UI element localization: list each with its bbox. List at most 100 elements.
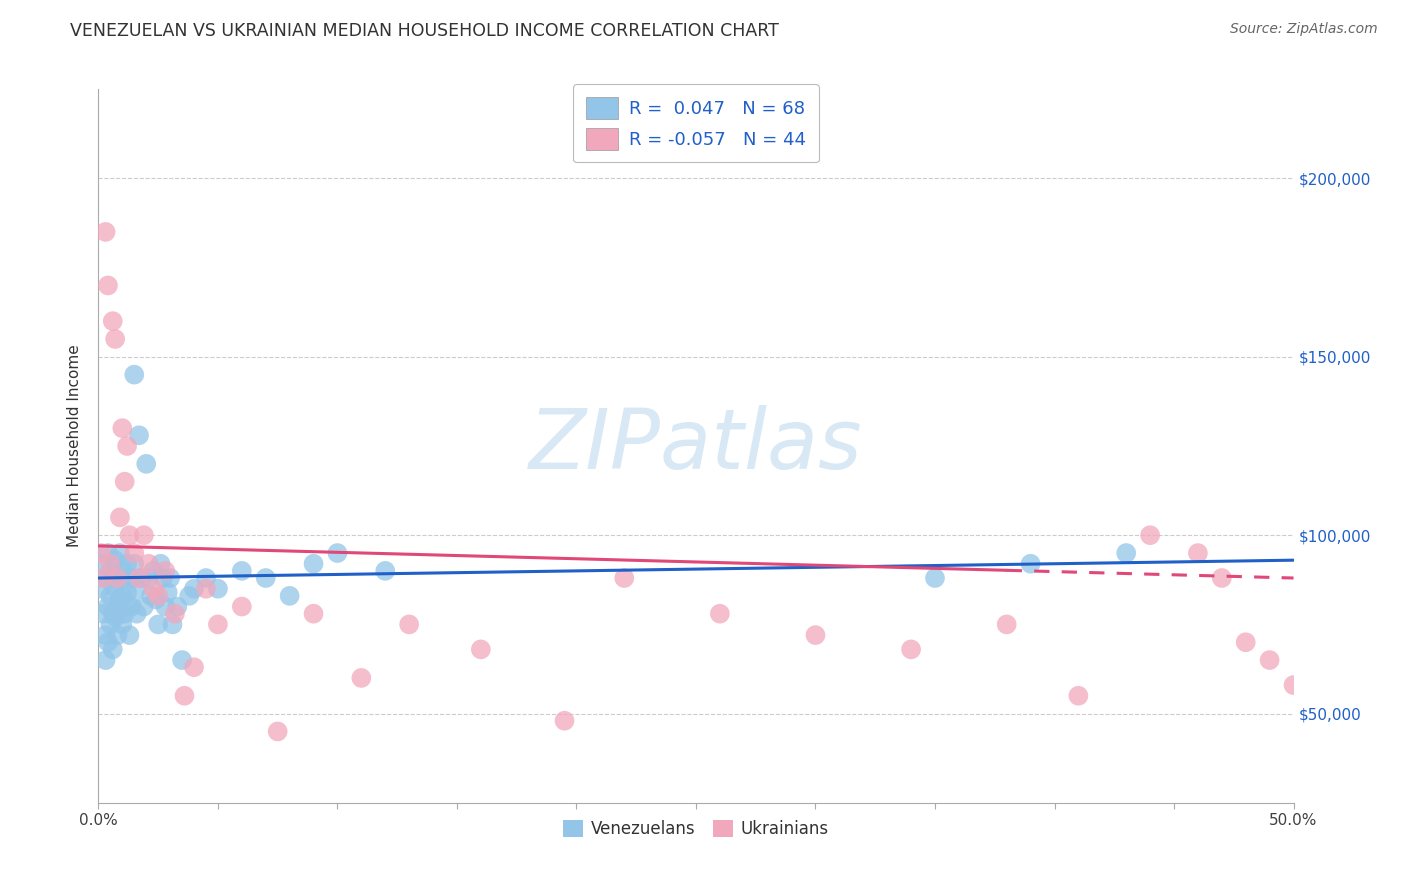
Point (128, 571, 150, 585)
Point (398, 617, 420, 632)
Point (613, 571, 636, 585)
Legend: Venezuelans, Ukrainians: Venezuelans, Ukrainians (557, 813, 835, 845)
Point (98, 589, 122, 603)
Point (138, 571, 160, 585)
Point (132, 599, 155, 614)
Point (1282, 678, 1305, 692)
Point (94, 628, 117, 642)
Point (1115, 546, 1137, 560)
Point (94, 225, 117, 239)
Point (90, 546, 112, 560)
Point (231, 564, 253, 578)
Point (111, 564, 134, 578)
Point (924, 571, 946, 585)
Y-axis label: Median Household Income: Median Household Income (67, 344, 83, 548)
Point (125, 582, 148, 596)
Text: Source: ZipAtlas.com: Source: ZipAtlas.com (1230, 22, 1378, 37)
Point (173, 689, 195, 703)
Point (108, 592, 131, 607)
Point (900, 642, 922, 657)
Point (124, 546, 146, 560)
Point (155, 599, 177, 614)
Point (115, 585, 138, 599)
Point (104, 553, 127, 567)
Point (115, 557, 138, 571)
Point (152, 571, 174, 585)
Point (1258, 653, 1281, 667)
Point (128, 428, 150, 442)
Point (166, 599, 188, 614)
Point (302, 607, 325, 621)
Point (124, 557, 146, 571)
Point (302, 557, 325, 571)
Point (118, 599, 141, 614)
Point (374, 564, 396, 578)
Point (326, 546, 349, 560)
Point (1211, 571, 1233, 585)
Point (195, 582, 218, 596)
Point (155, 564, 177, 578)
Point (114, 607, 136, 621)
Point (138, 557, 160, 571)
Point (121, 599, 143, 614)
Point (267, 724, 290, 739)
Point (94, 653, 117, 667)
Point (1187, 546, 1209, 560)
Point (118, 528, 141, 542)
Point (231, 599, 253, 614)
Point (111, 617, 134, 632)
Point (470, 642, 492, 657)
Point (101, 571, 124, 585)
Point (1234, 635, 1257, 649)
Point (554, 714, 576, 728)
Point (98, 557, 122, 571)
Point (97, 599, 120, 614)
Point (179, 589, 201, 603)
Point (91, 607, 114, 621)
Point (1019, 557, 1042, 571)
Point (101, 607, 124, 621)
Point (162, 617, 184, 632)
Point (995, 617, 1018, 632)
Point (97, 635, 120, 649)
Point (135, 457, 157, 471)
Point (148, 589, 170, 603)
Point (139, 589, 162, 603)
Point (97, 546, 120, 560)
Point (195, 571, 218, 585)
Point (101, 314, 124, 328)
Point (207, 582, 229, 596)
Point (125, 607, 148, 621)
Point (97, 278, 120, 293)
Point (142, 564, 165, 578)
Point (142, 582, 165, 596)
Point (107, 571, 129, 585)
Point (118, 628, 141, 642)
Point (91, 557, 114, 571)
Point (108, 546, 131, 560)
Point (350, 671, 373, 685)
Point (131, 571, 153, 585)
Text: VENEZUELAN VS UKRAINIAN MEDIAN HOUSEHOLD INCOME CORRELATION CHART: VENEZUELAN VS UKRAINIAN MEDIAN HOUSEHOLD… (70, 22, 779, 40)
Point (107, 599, 129, 614)
Point (149, 557, 172, 571)
Point (90, 582, 112, 596)
Point (1139, 528, 1161, 542)
Point (148, 617, 170, 632)
Point (115, 439, 138, 453)
Point (172, 653, 194, 667)
Point (163, 607, 186, 621)
Point (98, 564, 122, 578)
Point (207, 617, 229, 632)
Point (111, 589, 134, 603)
Point (254, 571, 277, 585)
Text: ZIPatlas: ZIPatlas (529, 406, 863, 486)
Point (121, 571, 143, 585)
Point (159, 571, 181, 585)
Point (107, 628, 129, 642)
Point (114, 571, 136, 585)
Point (804, 628, 827, 642)
Point (104, 610, 127, 624)
Point (107, 571, 129, 585)
Point (111, 421, 134, 435)
